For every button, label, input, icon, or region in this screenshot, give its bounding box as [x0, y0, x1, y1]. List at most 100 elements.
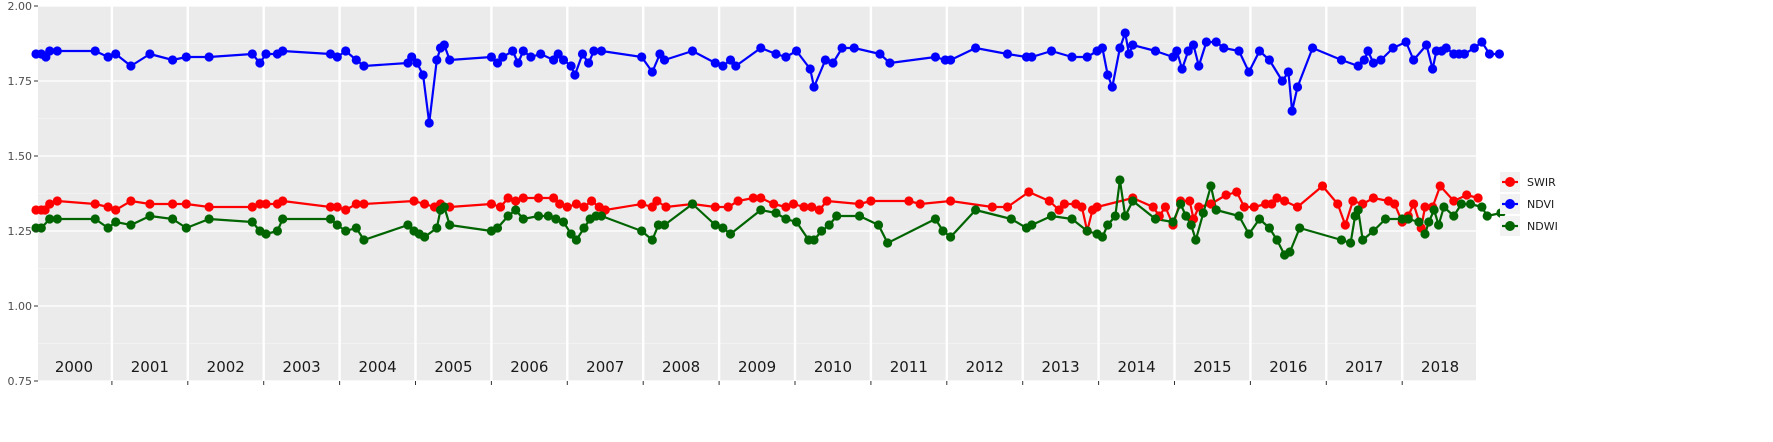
point-ndwi — [351, 223, 361, 233]
point-swir — [769, 199, 779, 209]
point-ndvi — [513, 58, 523, 68]
point-ndwi — [325, 214, 336, 224]
point-ndwi — [791, 217, 802, 227]
point-ndwi — [1358, 235, 1368, 245]
point-ndvi — [1046, 46, 1057, 56]
point-swir — [562, 202, 572, 212]
point-ndvi — [278, 46, 288, 56]
point-ndwi — [1336, 235, 1347, 245]
point-ndwi — [710, 220, 720, 230]
point-ndwi — [1403, 214, 1413, 224]
point-ndwi — [272, 226, 282, 236]
point-ndwi — [873, 220, 884, 230]
point-swir — [351, 199, 361, 209]
point-ndvi — [1177, 64, 1187, 74]
point-swir — [1024, 187, 1034, 197]
point-swir — [1348, 196, 1358, 206]
point-ndvi — [1254, 46, 1265, 56]
point-ndvi — [1219, 43, 1229, 53]
point-ndvi — [1234, 46, 1244, 56]
point-swir — [1390, 199, 1400, 209]
point-ndwi — [503, 211, 513, 221]
point-swir — [503, 193, 513, 203]
point-swir — [904, 196, 914, 206]
point-ndvi — [718, 61, 728, 71]
year-label-2001: 2001 — [131, 358, 169, 376]
point-ndwi — [558, 217, 569, 227]
legend-label-swir: SWIR — [1527, 176, 1556, 189]
point-swir — [1272, 193, 1282, 203]
point-swir — [652, 196, 662, 206]
point-ndwi — [781, 214, 791, 224]
point-ndwi — [1115, 175, 1125, 185]
point-ndwi — [824, 220, 834, 230]
point-ndwi — [145, 211, 155, 221]
point-ndvi — [566, 61, 576, 71]
point-ndvi — [1115, 43, 1125, 53]
point-swir — [533, 193, 544, 203]
point-ndwi — [1420, 229, 1430, 239]
point-ndwi — [1176, 199, 1186, 209]
year-label-2007: 2007 — [586, 358, 624, 376]
point-swir — [181, 199, 191, 209]
point-swir — [1340, 220, 1350, 230]
point-ndvi — [1287, 106, 1297, 116]
point-ndwi — [1191, 235, 1201, 245]
point-swir — [1148, 202, 1158, 212]
point-ndwi — [341, 226, 351, 236]
year-label-2014: 2014 — [1117, 358, 1155, 376]
point-swir — [1473, 193, 1483, 203]
point-swir — [247, 202, 257, 212]
year-label-2018: 2018 — [1421, 358, 1459, 376]
point-ndwi — [1186, 220, 1196, 230]
point-ndvi — [885, 58, 895, 68]
point-ndvi — [637, 52, 647, 62]
point-ndvi — [518, 46, 528, 56]
point-ndwi — [1346, 238, 1356, 248]
point-swir — [661, 202, 671, 212]
point-swir — [1292, 202, 1303, 212]
point-ndwi — [1434, 220, 1444, 230]
point-ndvi — [1494, 49, 1504, 59]
point-ndvi — [1150, 46, 1161, 56]
point-ndvi — [791, 46, 802, 56]
year-label-2010: 2010 — [814, 358, 852, 376]
point-ndvi — [1308, 43, 1318, 53]
point-ndvi — [332, 52, 342, 62]
point-ndvi — [971, 43, 981, 53]
point-ndwi — [45, 214, 55, 224]
point-ndvi — [418, 70, 428, 80]
point-swir — [45, 199, 55, 209]
point-ndvi — [596, 46, 607, 56]
point-swir — [1002, 202, 1013, 212]
point-ndvi — [255, 58, 265, 68]
point-ndwi — [1254, 214, 1265, 224]
point-ndvi — [508, 46, 518, 56]
point-ndwi — [637, 226, 647, 236]
point-ndwi — [1027, 220, 1037, 230]
point-ndvi — [756, 43, 766, 53]
point-swir — [518, 193, 528, 203]
point-ndwi — [854, 211, 865, 221]
point-ndwi — [1006, 214, 1016, 224]
point-ndvi — [1027, 52, 1037, 62]
point-ndvi — [90, 46, 100, 56]
point-ndvi — [492, 58, 503, 68]
year-label-2006: 2006 — [510, 358, 548, 376]
point-swir — [1420, 202, 1430, 212]
point-ndvi — [809, 82, 819, 92]
point-ndwi — [1206, 181, 1216, 191]
point-ndwi — [1429, 205, 1439, 215]
point-swir — [1232, 187, 1242, 197]
point-ndvi — [1441, 43, 1451, 53]
point-ndwi — [1198, 208, 1208, 218]
point-ndvi — [45, 46, 55, 56]
point-ndwi — [971, 205, 981, 215]
point-swir — [1221, 190, 1231, 200]
point-ndvi — [536, 49, 546, 59]
legend-label-ndvi: NDVI — [1527, 198, 1554, 211]
point-ndvi — [849, 43, 859, 53]
point-ndvi — [837, 43, 847, 53]
